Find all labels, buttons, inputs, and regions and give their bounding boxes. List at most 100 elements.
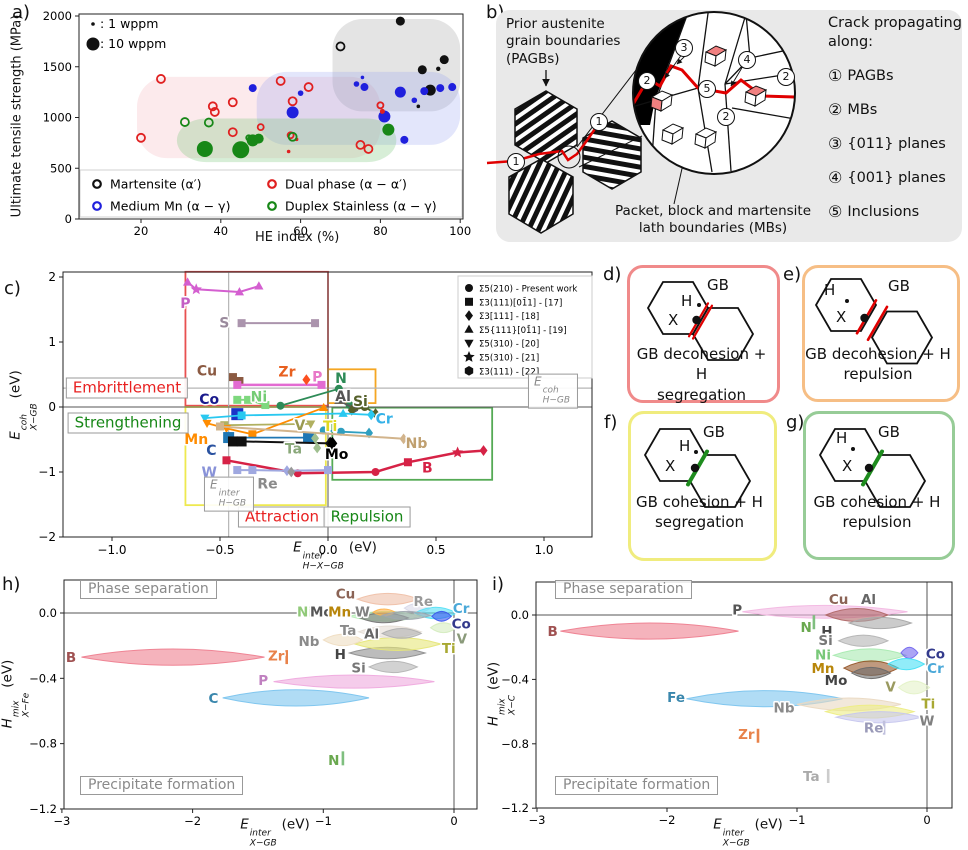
element-label-Cr: Cr [376, 412, 393, 428]
element-label-H: H [335, 647, 346, 663]
strengthening-label: Strengthening [67, 412, 189, 434]
tick-label: 100 [449, 224, 471, 238]
mechanism-label: Inclusions [847, 203, 920, 220]
h-dot-f [694, 450, 698, 454]
series-line-Cr [204, 412, 372, 419]
martensite-cube [744, 85, 768, 107]
diagram-circled-number: 2 [638, 72, 656, 90]
data-marker [202, 419, 212, 429]
x-label-d: X [668, 311, 679, 329]
element-label-B: B [547, 624, 557, 640]
element-label-Al: Al [861, 592, 876, 608]
element-label-Ni: Ni [297, 604, 313, 620]
pagb-hexagons [508, 90, 642, 234]
element-label-Ta: Ta [285, 442, 302, 458]
data-marker [313, 442, 322, 454]
element-label-Ti: Ti [442, 641, 456, 657]
legend-label: Martensite (α′) [110, 177, 201, 192]
data-point [287, 131, 298, 142]
element-label-Cr: Cr [927, 661, 944, 677]
gb-label-d: GB [707, 276, 729, 294]
element-label-Ni: Ni [815, 647, 831, 663]
mechanism-label: PAGBs [847, 67, 894, 84]
data-point [436, 66, 441, 71]
violin-Cu [355, 592, 421, 606]
data-point [156, 74, 166, 84]
hexagon-grain [870, 310, 934, 365]
element-label-Al: Al [364, 626, 379, 642]
plot-frame [78, 13, 464, 220]
legend-marker [267, 179, 277, 189]
violin-Al [847, 616, 913, 630]
panel-c-legend-box [457, 275, 593, 379]
magnifier-leader-line [578, 135, 643, 168]
data-point [360, 83, 369, 92]
element-label-Nb: Nb [406, 436, 428, 452]
diagram-circled-number: 3 [675, 39, 693, 57]
h-dot-g [851, 447, 855, 451]
data-point [416, 104, 421, 109]
element-label-Re: Re [864, 721, 884, 737]
precipitate-formation-label-i: Precipitate formation [555, 776, 719, 795]
diagram-circled-number: 4 [738, 51, 756, 69]
tick-label: −3 [53, 814, 70, 828]
data-marker [451, 446, 464, 458]
panel-h-label: h) [2, 574, 21, 595]
series-line-Nb [219, 425, 404, 440]
data-point [275, 76, 286, 86]
data-marker [464, 339, 474, 348]
panel-a-label: a) [12, 2, 31, 23]
tick-label: −0.8 [29, 737, 57, 751]
data-point [286, 149, 291, 154]
precipitate-formation-label-h: Precipitate formation [80, 776, 244, 795]
panel-f-label: f) [604, 412, 618, 433]
data-marker [319, 402, 329, 412]
tick-label: 40 [213, 224, 228, 238]
wppm-10-dot [86, 37, 100, 51]
element-label-Co: Co [926, 647, 945, 663]
tick-label: 1 [48, 335, 56, 349]
martensite-cube [650, 90, 674, 112]
data-marker [403, 458, 412, 467]
tick-label: 0.0 [511, 608, 529, 622]
element-label-Co: Co [199, 392, 219, 408]
data-marker [302, 374, 311, 386]
h-label-f: H [679, 437, 691, 455]
martensite-cube [661, 123, 685, 145]
element-label-Zr: Zr [738, 727, 755, 743]
mbs-text: Packet, block and martensite lath bounda… [614, 203, 812, 237]
magnifier-circle-outline [632, 11, 796, 175]
magnifier-source-circle [557, 145, 581, 169]
data-marker [248, 466, 257, 475]
panel-e-box [802, 265, 960, 402]
diagram-circled-number: 1 [590, 113, 608, 131]
wppm-1-dot [91, 22, 95, 26]
element-label-Si: Si [353, 394, 368, 410]
element-label-C: C [209, 691, 219, 707]
element-label-N: N [335, 371, 347, 387]
data-point [411, 97, 418, 104]
element-label-Cr: Cr [453, 601, 470, 617]
data-point [394, 86, 406, 98]
data-point [207, 101, 218, 112]
data-marker [463, 351, 475, 362]
diagram-circled-number: 2 [777, 68, 795, 86]
tick-label: −1 [38, 465, 56, 479]
violin-Al [380, 628, 423, 639]
element-label-Nb: Nb [774, 701, 795, 717]
element-label-C: C [206, 443, 216, 459]
violin-Mo [850, 666, 892, 680]
circled-number: ① [828, 66, 843, 85]
x-dot-f [690, 463, 700, 473]
element-label-Si: Si [818, 633, 832, 649]
plot-frame [535, 581, 953, 809]
data-point [360, 75, 365, 80]
tick-label: 0.0 [39, 606, 57, 620]
